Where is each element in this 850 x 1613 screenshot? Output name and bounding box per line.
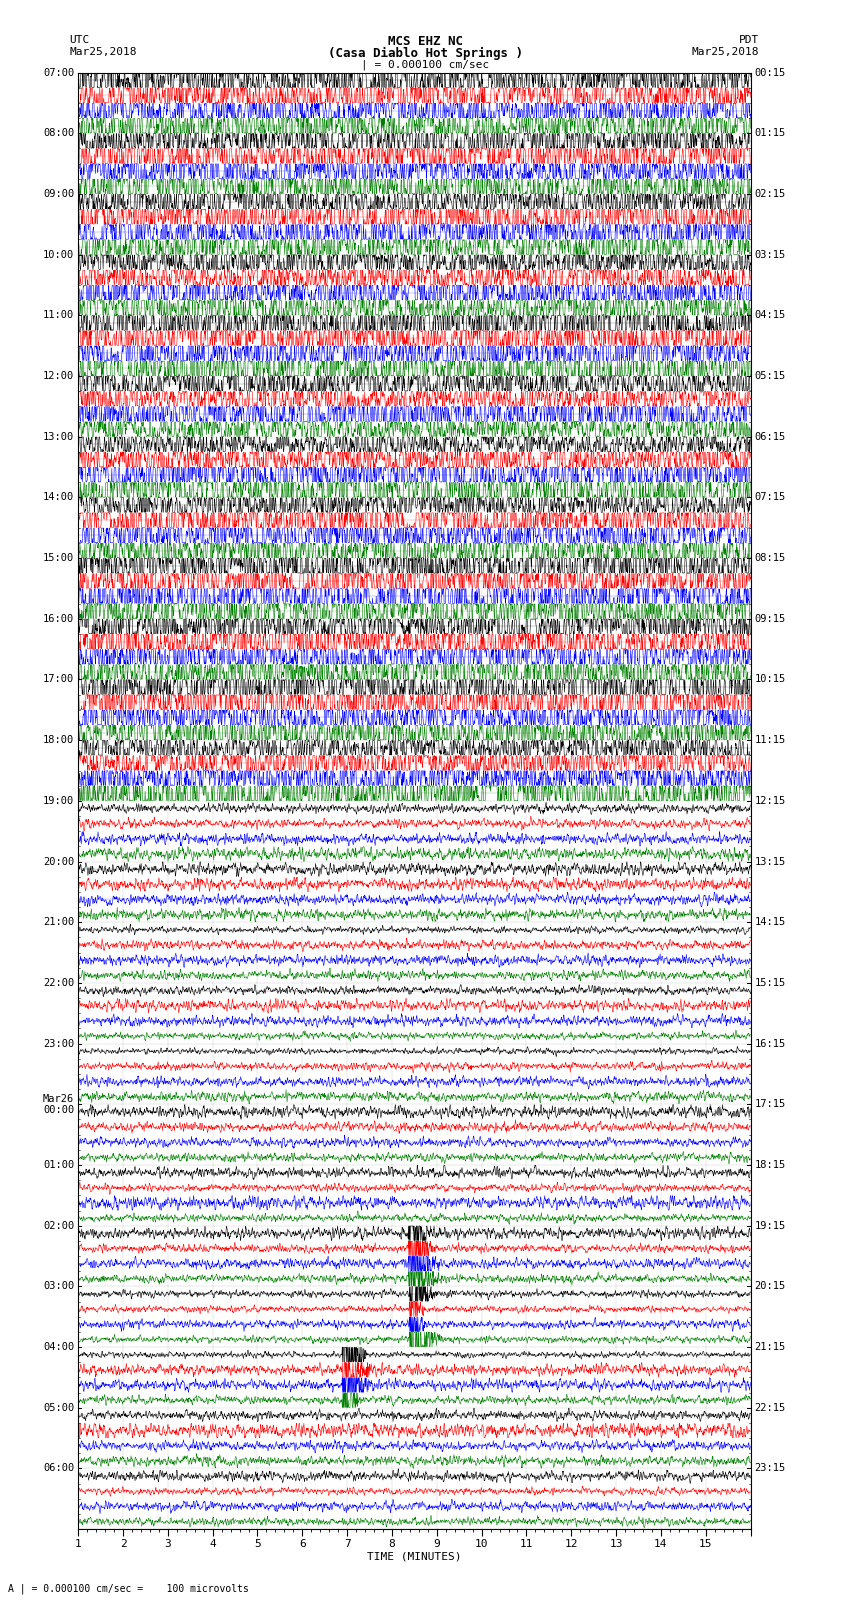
Text: 19:15: 19:15 <box>755 1221 786 1231</box>
Text: 09:00: 09:00 <box>42 189 74 198</box>
Text: 10:00: 10:00 <box>42 250 74 260</box>
Text: 06:15: 06:15 <box>755 432 786 442</box>
Text: 20:15: 20:15 <box>755 1281 786 1292</box>
Text: MCS EHZ NC: MCS EHZ NC <box>388 35 462 48</box>
Text: 15:00: 15:00 <box>42 553 74 563</box>
Text: A | = 0.000100 cm/sec =    100 microvolts: A | = 0.000100 cm/sec = 100 microvolts <box>8 1582 249 1594</box>
Text: 13:00: 13:00 <box>42 432 74 442</box>
Text: 15:15: 15:15 <box>755 977 786 987</box>
Text: Mar26
00:00: Mar26 00:00 <box>42 1094 74 1115</box>
Text: 19:00: 19:00 <box>42 795 74 806</box>
Text: 02:15: 02:15 <box>755 189 786 198</box>
Text: 06:00: 06:00 <box>42 1463 74 1473</box>
Text: 18:15: 18:15 <box>755 1160 786 1169</box>
Text: | = 0.000100 cm/sec: | = 0.000100 cm/sec <box>361 60 489 71</box>
Text: 07:15: 07:15 <box>755 492 786 502</box>
Text: 23:00: 23:00 <box>42 1039 74 1048</box>
Text: 02:00: 02:00 <box>42 1221 74 1231</box>
X-axis label: TIME (MINUTES): TIME (MINUTES) <box>367 1552 462 1561</box>
Text: 18:00: 18:00 <box>42 736 74 745</box>
Text: 10:15: 10:15 <box>755 674 786 684</box>
Text: 13:15: 13:15 <box>755 857 786 866</box>
Text: 21:00: 21:00 <box>42 918 74 927</box>
Text: 17:15: 17:15 <box>755 1100 786 1110</box>
Text: 11:00: 11:00 <box>42 310 74 321</box>
Text: 07:00: 07:00 <box>42 68 74 77</box>
Text: 22:15: 22:15 <box>755 1403 786 1413</box>
Text: 00:15: 00:15 <box>755 68 786 77</box>
Text: 12:15: 12:15 <box>755 795 786 806</box>
Text: 09:15: 09:15 <box>755 615 786 624</box>
Text: 22:00: 22:00 <box>42 977 74 987</box>
Text: 17:00: 17:00 <box>42 674 74 684</box>
Text: 20:00: 20:00 <box>42 857 74 866</box>
Text: 08:15: 08:15 <box>755 553 786 563</box>
Text: 01:00: 01:00 <box>42 1160 74 1169</box>
Text: 05:15: 05:15 <box>755 371 786 381</box>
Text: Mar25,2018: Mar25,2018 <box>692 47 759 56</box>
Text: 11:15: 11:15 <box>755 736 786 745</box>
Text: 01:15: 01:15 <box>755 129 786 139</box>
Text: 05:00: 05:00 <box>42 1403 74 1413</box>
Text: 23:15: 23:15 <box>755 1463 786 1473</box>
Text: 03:00: 03:00 <box>42 1281 74 1292</box>
Text: 14:00: 14:00 <box>42 492 74 502</box>
Text: 08:00: 08:00 <box>42 129 74 139</box>
Text: 21:15: 21:15 <box>755 1342 786 1352</box>
Text: 03:15: 03:15 <box>755 250 786 260</box>
Text: 04:15: 04:15 <box>755 310 786 321</box>
Text: UTC: UTC <box>70 35 90 45</box>
Text: 16:00: 16:00 <box>42 615 74 624</box>
Text: Mar25,2018: Mar25,2018 <box>70 47 137 56</box>
Text: 16:15: 16:15 <box>755 1039 786 1048</box>
Text: 12:00: 12:00 <box>42 371 74 381</box>
Text: PDT: PDT <box>739 35 759 45</box>
Text: 04:00: 04:00 <box>42 1342 74 1352</box>
Text: (Casa Diablo Hot Springs ): (Casa Diablo Hot Springs ) <box>327 47 523 60</box>
Text: 14:15: 14:15 <box>755 918 786 927</box>
